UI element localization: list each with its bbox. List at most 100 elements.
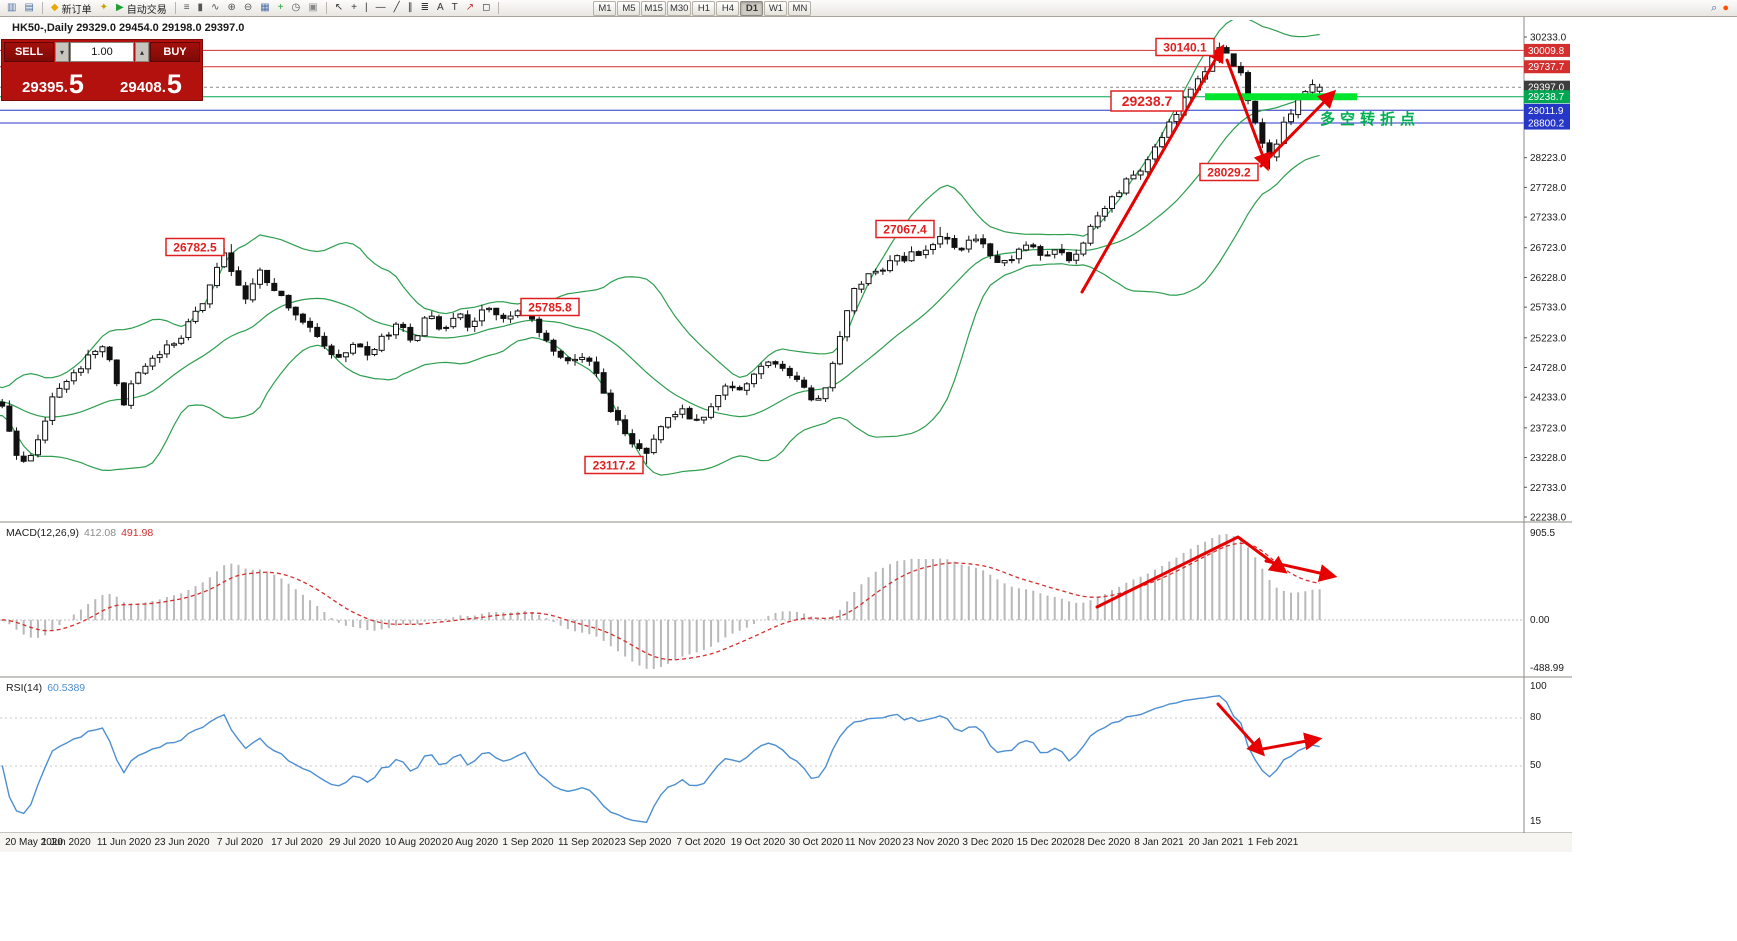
timeframe-button-M30[interactable]: M30: [666, 0, 692, 16]
horizontal-line-icon[interactable]: —: [372, 1, 390, 16]
toolbar-separator: [498, 2, 500, 14]
one-click-trading-panel: SELL ▾ ▴ BUY 29395.5 29408.5: [2, 40, 202, 100]
timeframe-button-MN[interactable]: MN: [788, 0, 812, 16]
svg-text:26228.0: 26228.0: [1530, 273, 1567, 284]
timeframe-button-W1[interactable]: W1: [764, 0, 788, 16]
timeframe-button-H4[interactable]: H4: [716, 0, 740, 16]
svg-text:27067.4: 27067.4: [883, 222, 927, 236]
macd-main-value: 412.08: [83, 527, 117, 539]
buy-price: 29408. 5: [102, 62, 200, 98]
time-axis-label: 20 Jan 2021: [1188, 837, 1244, 848]
timeframe-button-M5[interactable]: M5: [617, 0, 641, 16]
svg-text:29238.7: 29238.7: [1528, 92, 1565, 103]
vertical-line-icon-glyph: |: [364, 2, 368, 13]
sell-price: 29395. 5: [4, 62, 102, 98]
time-axis[interactable]: 20 May 2020 1 Jun 2020 11 Jun 2020 23 Jun 2…: [0, 833, 1572, 852]
zoom-in-icon[interactable]: ⊕: [223, 1, 239, 16]
fibonacci-icon-glyph: ≣: [420, 2, 429, 13]
text-icon[interactable]: A: [433, 1, 448, 16]
time-axis-label: 19 Oct 2020: [730, 837, 786, 848]
chart-ohlc-header: HK50-,Daily 29329.0 29454.0 29198.0 2939…: [12, 22, 245, 34]
new-order-button[interactable]: ◆ 新订单: [47, 1, 96, 16]
metaeditor-icon-glyph: ✦: [99, 2, 108, 13]
time-axis-label: 1 Sep 2020: [502, 837, 554, 848]
svg-text:29011.9: 29011.9: [1528, 106, 1564, 117]
candlestick-chart-icon-glyph: ▮: [197, 2, 204, 13]
bar-chart-icon[interactable]: ≡: [180, 1, 194, 16]
time-axis-label: 20 May 2020: [5, 837, 63, 848]
svg-text:24728.0: 24728.0: [1530, 363, 1567, 374]
svg-text:28223.0: 28223.0: [1530, 153, 1567, 164]
svg-text:24233.0: 24233.0: [1530, 393, 1567, 404]
svg-text:0.00: 0.00: [1530, 615, 1550, 626]
svg-text:25733.0: 25733.0: [1530, 303, 1567, 314]
price-annotation-box: [1155, 37, 1215, 57]
vertical-line-icon[interactable]: |: [361, 1, 372, 16]
zoom-out-icon[interactable]: ⊖: [240, 1, 256, 16]
svg-text:29397.0: 29397.0: [1528, 83, 1565, 94]
toolbar-separator: [174, 2, 176, 14]
tile-windows-icon-glyph: ▦: [260, 2, 270, 13]
fibonacci-icon[interactable]: ≣: [417, 1, 433, 16]
crosshair-icon[interactable]: +: [347, 1, 361, 16]
indicators-icon[interactable]: +: [274, 1, 288, 16]
cycles-icon-glyph: ◷: [291, 2, 301, 13]
arrows-icon[interactable]: ↗: [462, 1, 478, 16]
timeframe-button-M15[interactable]: M15: [641, 0, 666, 16]
time-axis-label: 1 Jun 2020: [41, 837, 91, 848]
buy-button[interactable]: BUY: [150, 42, 200, 62]
metaeditor-icon[interactable]: ✦: [96, 1, 112, 16]
candlestick-chart-icon[interactable]: ▮: [194, 1, 208, 16]
notification-badge[interactable]: ●: [1722, 2, 1729, 14]
buy-price-prefix: 29408.: [120, 79, 166, 96]
horizontal-line-icon-glyph: —: [375, 2, 386, 13]
volume-input[interactable]: [70, 42, 134, 62]
svg-text:-488.99: -488.99: [1530, 663, 1564, 674]
svg-text:30233.0: 30233.0: [1530, 33, 1567, 44]
time-axis-label: 29 Jul 2020: [329, 837, 381, 848]
svg-text:27728.0: 27728.0: [1530, 183, 1567, 194]
arrows-icon-glyph: ↗: [465, 2, 475, 13]
timeframe-button-M1[interactable]: M1: [593, 0, 617, 16]
shapes-icon[interactable]: ◻: [478, 1, 494, 16]
macd-label: MACD(12,26,9) 412.08 491.98: [6, 527, 153, 539]
profiles-icon[interactable]: ▤: [20, 1, 37, 16]
volume-increase-button[interactable]: ▴: [135, 42, 149, 62]
cursor-icon[interactable]: ↖: [331, 1, 347, 16]
new-chart-window-icon[interactable]: ▥: [3, 1, 20, 16]
trendline-icon[interactable]: ╱: [390, 1, 404, 16]
templates-icon[interactable]: ▣: [304, 1, 321, 16]
svg-text:25785.8: 25785.8: [528, 300, 572, 314]
autotrading-button-glyph: ▶: [116, 2, 124, 13]
rsi-name: RSI(14): [6, 682, 43, 694]
channel-icon[interactable]: ∥: [404, 1, 417, 16]
timeframe-button-D1[interactable]: D1: [740, 0, 764, 16]
price-annotation-box: [1110, 90, 1184, 112]
rsi-label: RSI(14) 60.5389: [6, 682, 85, 694]
autotrading-button-label: 自动交易: [126, 4, 167, 16]
line-chart-icon[interactable]: ∿: [207, 1, 223, 16]
tile-windows-icon[interactable]: ▦: [256, 1, 273, 16]
new-order-button-glyph: ◆: [50, 2, 59, 13]
time-axis-label: 15 Dec 2020: [1016, 837, 1074, 848]
price-annotation-box: [1199, 162, 1259, 182]
chart-background: [0, 17, 1737, 941]
timeframe-button-H1[interactable]: H1: [692, 0, 716, 16]
autotrading-button[interactable]: ▶ 自动交易: [112, 1, 171, 16]
svg-text:28029.2: 28029.2: [1207, 165, 1251, 179]
price-annotation-box: [875, 219, 935, 239]
svg-text:29238.7: 29238.7: [1122, 93, 1173, 109]
sell-button[interactable]: SELL: [4, 42, 54, 62]
cursor-icon-glyph: ↖: [334, 2, 344, 13]
svg-text:905.5: 905.5: [1530, 528, 1555, 539]
cycles-icon[interactable]: ◷: [288, 1, 305, 16]
trendline-icon-glyph: ╱: [393, 2, 400, 13]
svg-text:23117.2: 23117.2: [593, 458, 636, 472]
text-label-icon[interactable]: T: [448, 1, 462, 16]
toolbar-right: ⌕ ●: [1711, 2, 1734, 15]
search-icon[interactable]: ⌕: [1711, 1, 1718, 14]
volume-decrease-button[interactable]: ▾: [55, 42, 69, 62]
sell-price-prefix: 29395.: [22, 79, 68, 96]
